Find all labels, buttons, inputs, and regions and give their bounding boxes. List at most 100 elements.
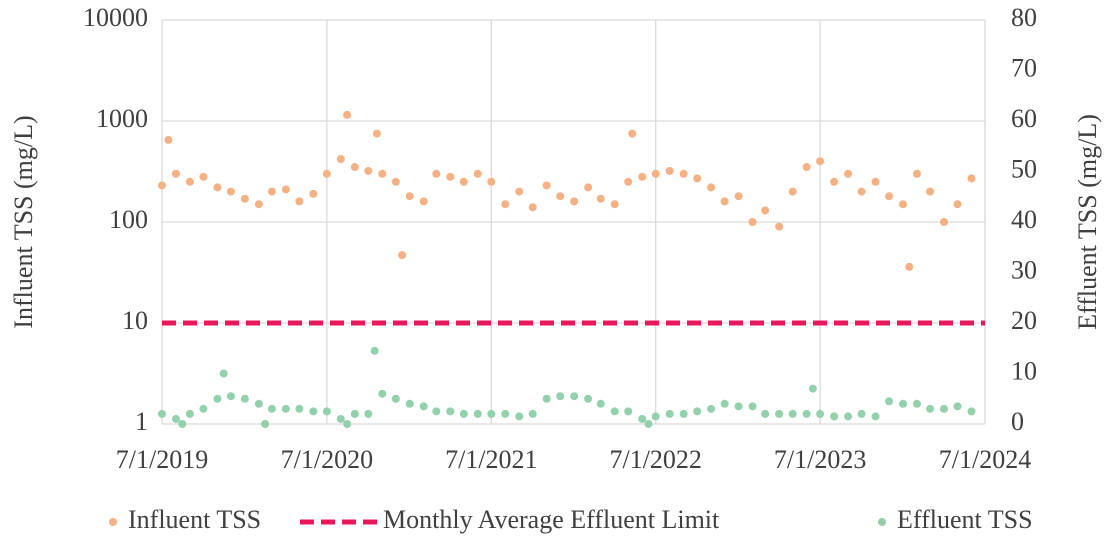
y-axis-title: Influent TSS (mg/L) bbox=[9, 115, 38, 328]
data-point bbox=[281, 185, 290, 194]
data-point bbox=[542, 181, 551, 190]
data-point bbox=[336, 155, 345, 164]
data-point bbox=[419, 402, 428, 411]
data-point bbox=[734, 192, 743, 201]
data-point bbox=[926, 404, 935, 413]
data-point bbox=[501, 200, 510, 209]
data-point bbox=[350, 409, 359, 418]
y-tick-label: 10 bbox=[122, 306, 148, 335]
x-tick-label: 7/1/2023 bbox=[774, 445, 866, 474]
data-point bbox=[584, 394, 593, 403]
data-point bbox=[391, 394, 400, 403]
data-point bbox=[857, 409, 866, 418]
x-tick-label: 7/1/2020 bbox=[281, 445, 373, 474]
data-point bbox=[665, 409, 674, 418]
legend-label: Effluent TSS bbox=[897, 505, 1033, 534]
data-point bbox=[953, 200, 962, 209]
data-point bbox=[940, 218, 949, 226]
data-point bbox=[830, 177, 839, 186]
data-point bbox=[610, 407, 619, 416]
data-point bbox=[651, 412, 660, 421]
data-point bbox=[158, 181, 166, 190]
data-point bbox=[473, 169, 482, 178]
x-tick-label: 7/1/2024 bbox=[939, 445, 1031, 474]
data-point bbox=[515, 187, 524, 196]
x-tick-label: 7/1/2019 bbox=[116, 445, 208, 474]
legend-marker bbox=[878, 518, 886, 526]
data-point bbox=[912, 169, 921, 178]
data-point bbox=[624, 177, 633, 186]
data-point bbox=[158, 409, 166, 418]
data-point bbox=[899, 200, 908, 209]
y2-tick-label: 50 bbox=[1011, 154, 1037, 183]
data-point bbox=[720, 399, 729, 408]
data-point bbox=[446, 172, 455, 181]
data-point bbox=[885, 192, 894, 201]
data-point bbox=[295, 197, 304, 206]
data-point bbox=[802, 409, 811, 418]
data-point bbox=[309, 189, 318, 198]
data-point bbox=[336, 414, 345, 423]
data-point bbox=[808, 384, 817, 393]
data-point bbox=[610, 200, 619, 209]
data-point bbox=[912, 399, 921, 408]
data-point bbox=[254, 399, 263, 408]
data-point bbox=[638, 414, 647, 423]
y2-tick-label: 30 bbox=[1011, 255, 1037, 284]
data-point bbox=[679, 169, 688, 178]
data-point bbox=[720, 197, 729, 206]
data-point bbox=[644, 420, 653, 428]
data-point bbox=[556, 192, 565, 201]
data-point bbox=[871, 412, 880, 421]
data-point bbox=[761, 206, 770, 215]
data-point bbox=[391, 177, 400, 186]
data-point bbox=[734, 402, 743, 411]
data-point bbox=[459, 409, 468, 418]
x-tick-label: 7/1/2022 bbox=[609, 445, 701, 474]
data-point bbox=[967, 407, 976, 416]
data-point bbox=[788, 187, 797, 196]
data-point bbox=[261, 420, 270, 428]
data-point bbox=[501, 409, 510, 418]
data-point bbox=[528, 409, 537, 418]
data-point bbox=[528, 203, 537, 212]
data-point bbox=[570, 392, 579, 401]
data-point bbox=[378, 389, 387, 398]
data-point bbox=[473, 409, 482, 418]
data-point bbox=[788, 409, 797, 418]
data-point bbox=[267, 187, 276, 196]
data-point bbox=[372, 129, 381, 138]
y2-tick-label: 60 bbox=[1011, 104, 1037, 133]
y2-tick-label: 20 bbox=[1011, 306, 1037, 335]
data-point bbox=[844, 412, 853, 421]
data-point bbox=[967, 174, 976, 183]
data-point bbox=[596, 194, 605, 203]
data-point bbox=[240, 194, 249, 203]
data-point bbox=[213, 394, 222, 403]
data-point bbox=[816, 157, 825, 166]
legend-label: Monthly Average Effluent Limit bbox=[383, 505, 720, 534]
y-tick-label: 10000 bbox=[83, 3, 148, 32]
data-point bbox=[802, 163, 811, 172]
data-point bbox=[761, 409, 770, 418]
data-point bbox=[226, 187, 235, 196]
data-point bbox=[816, 409, 825, 418]
data-point bbox=[398, 251, 407, 260]
data-point bbox=[432, 169, 441, 178]
data-point bbox=[707, 404, 716, 413]
data-point bbox=[487, 177, 496, 186]
data-point bbox=[419, 197, 428, 206]
y2-tick-label: 80 bbox=[1011, 3, 1037, 32]
data-point bbox=[171, 414, 180, 423]
data-point bbox=[364, 409, 373, 418]
data-point bbox=[570, 197, 579, 206]
data-point bbox=[775, 222, 784, 231]
data-point bbox=[953, 402, 962, 411]
data-point bbox=[405, 192, 414, 201]
data-point bbox=[405, 399, 414, 408]
data-point bbox=[844, 169, 853, 178]
data-point bbox=[638, 172, 647, 181]
data-point bbox=[596, 399, 605, 408]
y2-tick-label: 0 bbox=[1011, 407, 1024, 436]
